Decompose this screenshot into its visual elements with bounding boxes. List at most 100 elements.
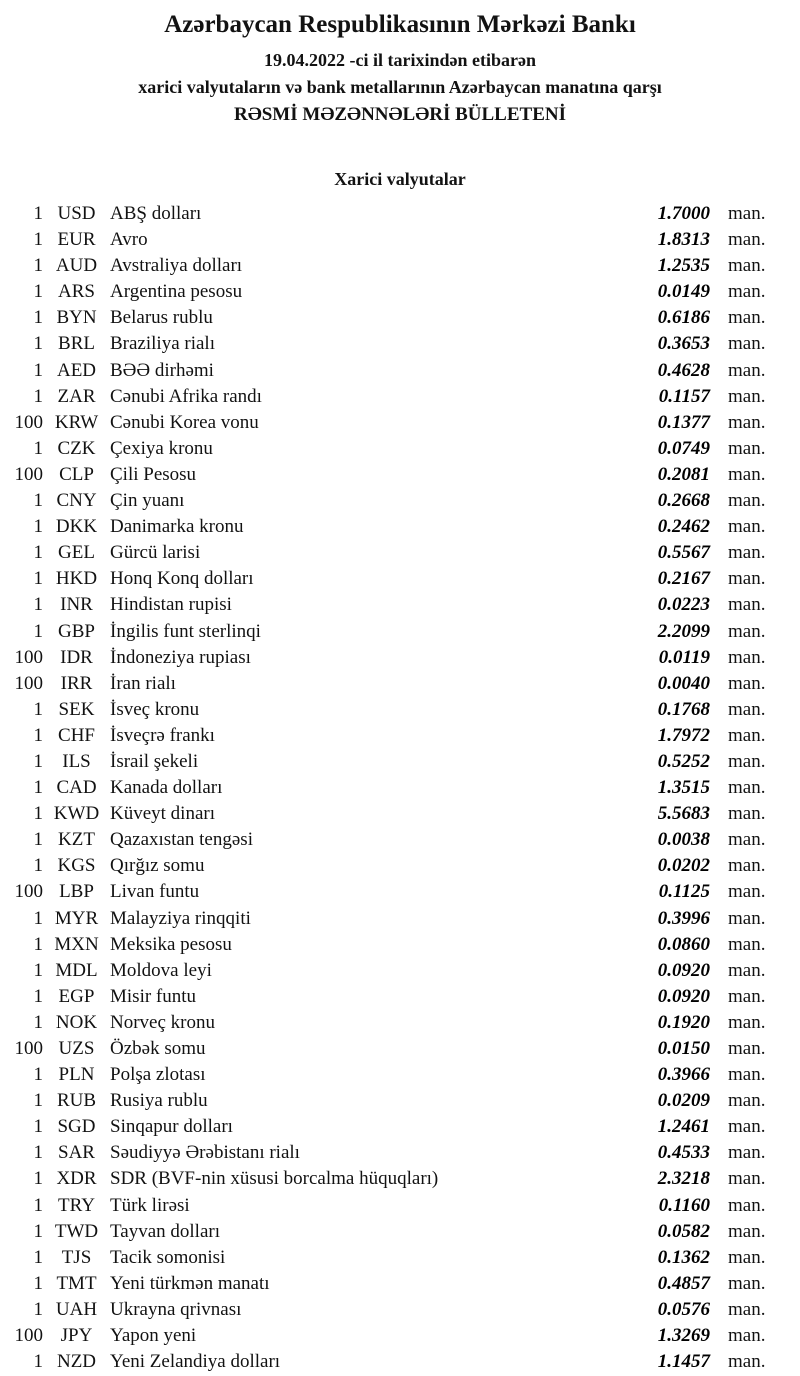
currency-row: 1 USD ABŞ dolları 1.7000 man. (0, 201, 800, 227)
currency-quantity: 1 (33, 698, 44, 720)
currency-row: 100 KRW Cənubi Korea vonu 0.1377 man. (0, 410, 800, 436)
rate-value: 0.0749 (657, 437, 710, 459)
currency-row: 1 CZK Çexiya kronu 0.0749 man. (0, 436, 800, 462)
unit-label: man. (728, 229, 766, 251)
currency-name: Yeni Zelandiya dolları (110, 1351, 281, 1373)
currency-name: Cənubi Korea vonu (110, 411, 259, 433)
currency-code: USD (57, 203, 96, 224)
currency-quantity: 1 (33, 1116, 44, 1138)
unit-label: man. (728, 1272, 766, 1294)
currency-quantity: 1 (33, 307, 44, 329)
currency-code: DKK (55, 516, 98, 538)
rate-value: 0.1768 (657, 698, 710, 720)
currency-name: Livan funtu (110, 881, 200, 903)
currency-code: HKD (55, 568, 98, 590)
currency-name: İsrail şekeli (110, 750, 199, 772)
rate-value: 0.0209 (657, 1090, 710, 1112)
currency-row: 1 MXN Meksika pesosu 0.0860 man. (0, 932, 800, 958)
currency-quantity: 1 (33, 333, 44, 355)
currency-quantity: 1 (33, 1142, 44, 1164)
bulletin-header: Azərbaycan Respublikasının Mərkəzi Bankı… (0, 0, 800, 126)
currency-code: CHF (58, 724, 95, 746)
unit-label: man. (728, 1090, 766, 1112)
currency-row: 1 KGS Qırğız somu 0.0202 man. (0, 853, 800, 879)
currency-code: TRY (58, 1194, 95, 1216)
currency-code: CNY (56, 490, 97, 512)
currency-code: EUR (57, 229, 96, 251)
currency-code: ZAR (57, 385, 96, 407)
currency-row: 1 KWD Küveyt dinarı 5.5683 man. (0, 801, 800, 827)
unit-label: man. (728, 1194, 766, 1216)
unit-label: man. (728, 333, 766, 355)
currency-code: UZS (58, 1038, 95, 1059)
currency-name: Çexiya kronu (110, 437, 213, 459)
unit-label: man. (728, 959, 766, 981)
rate-value: 0.0582 (657, 1220, 710, 1242)
currency-code: NZD (56, 1351, 97, 1373)
currency-row: 1 DKK Danimarka kronu 0.2462 man. (0, 514, 800, 540)
currency-name: Tayvan dolları (110, 1220, 220, 1242)
bulletin-title: RƏSMİ MƏZƏNNƏLƏRİ BÜLLETENİ (233, 104, 566, 125)
currency-code: AUD (55, 255, 98, 277)
currency-name: Gürcü larisi (110, 542, 201, 564)
currency-name: Moldova leyi (110, 959, 212, 981)
currency-row: 1 MYR Malayziya rinqqiti 0.3996 man. (0, 906, 800, 932)
currency-name: Malayziya rinqqiti (110, 907, 251, 929)
currency-name: İngilis funt sterlinqi (110, 620, 261, 642)
currency-quantity: 1 (33, 1064, 44, 1086)
rate-value: 0.0119 (658, 646, 710, 668)
currency-name: Yapon yeni (110, 1325, 197, 1347)
unit-label: man. (728, 985, 766, 1007)
currency-code: LBP (59, 881, 94, 903)
unit-label: man. (728, 672, 766, 694)
unit-label: man. (728, 1351, 766, 1373)
rate-value: 0.0038 (657, 829, 710, 851)
currency-row: 100 JPY Yapon yeni 1.3269 man. (0, 1323, 800, 1349)
unit-label: man. (728, 933, 766, 955)
rate-value: 0.0576 (657, 1298, 710, 1320)
currency-row: 1 KZT Qazaxıstan tengəsi 0.0038 man. (0, 827, 800, 853)
currency-name: Rusiya rublu (110, 1090, 208, 1112)
currency-quantity: 1 (33, 1168, 44, 1190)
rate-value: 1.8313 (657, 229, 710, 251)
currency-quantity: 1 (33, 750, 44, 772)
currency-quantity: 100 (14, 881, 44, 903)
currency-name: Danimarka kronu (110, 516, 244, 538)
currency-row: 1 GEL Gürcü larisi 0.5567 man. (0, 540, 800, 566)
currency-row: 1 ILS İsrail şekeli 0.5252 man. (0, 749, 800, 775)
currency-name: Çin yuanı (110, 490, 185, 512)
rate-value: 1.1457 (657, 1351, 710, 1373)
rate-value: 2.3218 (657, 1168, 710, 1190)
rate-value: 0.2081 (657, 463, 710, 485)
currency-row: 1 EGP Misir funtu 0.0920 man. (0, 984, 800, 1010)
currency-row: 1 TJS Tacik somonisi 0.1362 man. (0, 1245, 800, 1271)
unit-label: man. (728, 829, 766, 851)
currency-rates-table: 1 USD ABŞ dolları 1.7000 man. 1 EUR Avro… (0, 201, 800, 1375)
unit-label: man. (728, 1011, 766, 1033)
currency-quantity: 1 (33, 516, 44, 538)
currency-quantity: 1 (33, 281, 44, 303)
currency-name: ABŞ dolları (110, 203, 202, 224)
page-title: Azərbaycan Respublikasının Mərkəzi Bankı (164, 11, 636, 38)
currency-row: 1 INR Hindistan rupisi 0.0223 man. (0, 592, 800, 618)
currency-quantity: 1 (33, 203, 44, 224)
currency-quantity: 1 (33, 255, 44, 277)
currency-row: 1 XDR SDR (BVF-nin xüsusi borcalma hüquq… (0, 1166, 800, 1192)
currency-row: 1 PLN Polşa zlotası 0.3966 man. (0, 1062, 800, 1088)
rate-value: 0.1125 (658, 881, 710, 903)
rate-value: 0.0040 (657, 672, 710, 694)
rate-value: 0.3653 (657, 333, 710, 355)
unit-label: man. (728, 490, 766, 512)
currency-quantity: 1 (33, 229, 44, 251)
currency-name: Sinqapur dolları (110, 1116, 233, 1138)
currency-quantity: 1 (33, 959, 44, 981)
currency-row: 1 CNY Çin yuanı 0.2668 man. (0, 488, 800, 514)
subtitle-line: xarici valyutaların və bank metallarının… (138, 77, 662, 97)
currency-row: 1 UAH Ukrayna qrivnası 0.0576 man. (0, 1297, 800, 1323)
currency-row: 1 RUB Rusiya rublu 0.0209 man. (0, 1088, 800, 1114)
currency-row: 1 BRL Braziliya rialı 0.3653 man. (0, 331, 800, 357)
currency-row: 100 IRR İran rialı 0.0040 man. (0, 671, 800, 697)
currency-quantity: 1 (33, 829, 44, 851)
unit-label: man. (728, 1325, 766, 1347)
